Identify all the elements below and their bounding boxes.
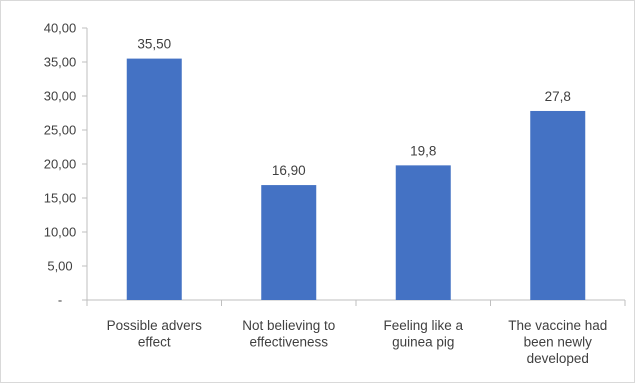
y-tick-label: 15,00: [44, 191, 77, 206]
category-label: guinea pig: [392, 335, 454, 350]
y-tick-label: -: [58, 293, 62, 308]
bar: [126, 58, 182, 300]
y-tick-label: 40,00: [44, 21, 77, 36]
y-axis: - 5,00 10,00 15,00 20,00 25,00 30,00 35,00 40,00: [44, 21, 88, 308]
y-tick-label: 10,00: [44, 225, 77, 240]
bar: [261, 185, 317, 300]
category-label: effect: [138, 335, 171, 350]
data-label: 27,8: [545, 89, 571, 104]
data-label: 16,90: [272, 163, 306, 178]
y-tick-label: 20,00: [44, 157, 77, 172]
bar: [395, 165, 451, 300]
y-tick-label: 5,00: [47, 259, 72, 274]
y-tick-label: 30,00: [44, 89, 77, 104]
x-axis: [86, 299, 626, 306]
category-label: Not believing to: [242, 318, 335, 333]
data-label: 35,50: [137, 37, 171, 52]
category-label: been newly: [524, 335, 593, 350]
category-label: effectiveness: [249, 335, 328, 350]
category-label: The vaccine had: [508, 318, 607, 333]
category-label: Feeling like a: [383, 318, 463, 333]
category-label: developed: [527, 351, 589, 366]
bar: [530, 110, 586, 301]
bars: [126, 58, 586, 301]
y-tick-label: 35,00: [44, 55, 77, 70]
category-labels: Possible advers effect Not believing to eff…: [107, 318, 608, 366]
data-label: 19,8: [410, 143, 436, 158]
y-tick-label: 25,00: [44, 123, 77, 138]
data-labels: 35,50 16,90 19,8 27,8: [137, 37, 571, 178]
category-label: Possible advers: [107, 318, 203, 333]
